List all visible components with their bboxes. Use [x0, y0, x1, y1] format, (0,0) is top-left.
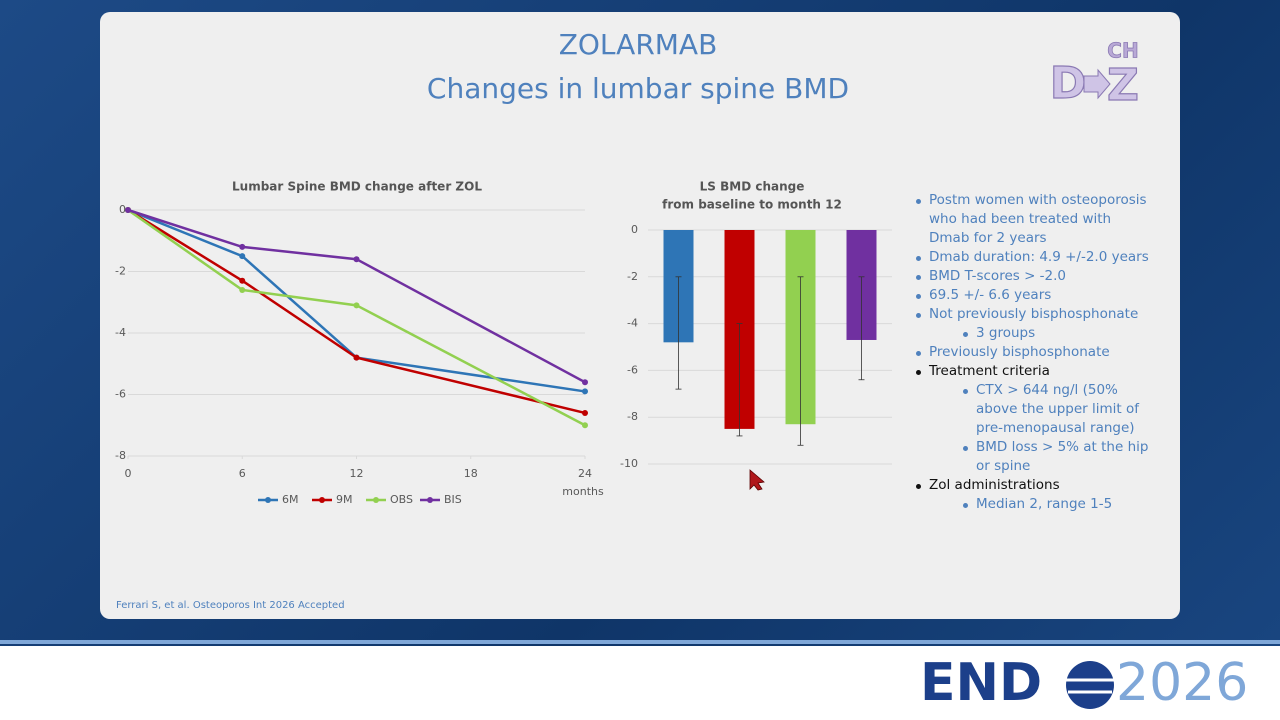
y-tick-label: -8: [627, 410, 638, 423]
bullet-item: Postm women with osteoporosis who had be…: [912, 191, 1153, 248]
x-tick-label: 18: [464, 467, 478, 480]
bullet-dot: [963, 332, 968, 337]
footer-globe-lines: [1066, 678, 1114, 694]
footer-brand: END: [920, 653, 1042, 713]
legend-label: BIS: [444, 493, 462, 506]
bullet-item: Median 2, range 1-5: [912, 495, 1156, 514]
bullet-item: BMD loss > 5% at the hip or spine: [912, 438, 1156, 476]
legend-marker: [319, 497, 325, 503]
y-tick-label: -2: [115, 265, 126, 278]
logo-text: Z: [1107, 60, 1139, 111]
bullet-dot: [916, 313, 921, 318]
bullet-item: CTX > 644 ng/l (50% above the upper limi…: [912, 381, 1156, 438]
stripe: [0, 640, 1280, 644]
bullet-text: CTX > 644 ng/l (50% above the upper limi…: [976, 382, 1139, 436]
x-tick-label: 6: [239, 467, 246, 480]
bullet-text: 3 groups: [976, 325, 1036, 341]
point: [582, 379, 588, 386]
bullet-dot: [963, 503, 968, 508]
bullet-dot: [916, 294, 921, 299]
series-line: [127, 208, 586, 384]
point: [125, 207, 131, 213]
logo-text: D: [1050, 58, 1087, 109]
series-line: [127, 208, 586, 427]
logo-text: CH: [1107, 39, 1138, 63]
legend-marker: [373, 497, 379, 503]
point: [239, 277, 246, 284]
bullet-text: Treatment criteria: [929, 363, 1050, 379]
y-tick-label: -4: [627, 317, 638, 330]
bullet-dot: [916, 275, 921, 280]
bullet-item: Previously bisphosphonate: [912, 343, 1153, 362]
citation: Ferrari S, et al. Osteoporos Int 2026 Ac…: [116, 600, 345, 611]
bullet-item: Dmab duration: 4.9 +/-2.0 years: [912, 248, 1153, 267]
x-tick-label: 0: [125, 467, 132, 480]
bullet-dot: [916, 370, 921, 375]
point: [239, 243, 246, 250]
bullet-item: Zol administrations: [912, 476, 1153, 495]
bullet-dot: [916, 484, 921, 489]
slide-title: ZOLARMAB: [559, 28, 718, 61]
bullet-item: Not previously bisphosphonate: [912, 305, 1153, 324]
bullet-text: Median 2, range 1-5: [976, 496, 1113, 512]
legend-label: 9M: [336, 493, 353, 506]
series-line: [127, 208, 586, 415]
y-tick-label: 0: [119, 203, 126, 216]
bullet-item: 69.5 +/- 6.6 years: [912, 286, 1153, 305]
point: [582, 409, 588, 416]
point: [582, 388, 588, 395]
x-tick-label: 24: [578, 467, 592, 480]
point: [353, 354, 360, 361]
bullet-dot: [963, 389, 968, 394]
legend-label: OBS: [390, 493, 413, 506]
x-axis-label: months: [562, 485, 604, 498]
bullet-dot: [963, 446, 968, 451]
series-line: [127, 208, 586, 393]
y-tick-label: -10: [620, 457, 638, 470]
y-tick-label: -4: [115, 326, 126, 339]
bullet-text: Postm women with osteoporosis who had be…: [929, 192, 1147, 246]
legend-marker: [427, 497, 433, 503]
bullet-list: Postm women with osteoporosis who had be…: [912, 191, 1162, 514]
point: [353, 302, 360, 309]
bullet-text: BMD loss > 5% at the hip or spine: [976, 439, 1149, 474]
y-tick-label: 0: [631, 223, 638, 236]
chart-title: LS BMD change: [700, 180, 805, 194]
bullet-text: Previously bisphosphonate: [929, 344, 1110, 360]
chart-title: Lumbar Spine BMD change after ZOL: [232, 180, 482, 194]
bullet-text: Not previously bisphosphonate: [929, 306, 1139, 322]
bullet-item: 3 groups: [912, 324, 1156, 343]
bullet-text: 69.5 +/- 6.6 years: [929, 287, 1052, 303]
bullet-item: BMD T-scores > -2.0: [912, 267, 1153, 286]
bullet-item: Treatment criteria: [912, 362, 1153, 381]
point: [239, 286, 246, 293]
legend-marker: [265, 497, 271, 503]
chart-title: from baseline to month 12: [662, 198, 842, 212]
slide-panel: [100, 12, 1180, 619]
x-tick-label: 12: [350, 467, 364, 480]
bullet-text: Zol administrations: [929, 477, 1060, 493]
cursor: [749, 469, 765, 491]
y-tick-label: -6: [627, 363, 638, 376]
bullet-text: BMD T-scores > -2.0: [929, 268, 1067, 284]
footer-globe: [1066, 661, 1114, 709]
point: [239, 253, 246, 260]
slide-subtitle: Changes in lumbar spine BMD: [427, 72, 849, 105]
point: [582, 422, 588, 429]
bullet-text: Dmab duration: 4.9 +/-2.0 years: [929, 249, 1149, 265]
y-tick-label: -8: [115, 449, 126, 462]
logo-arrow: [1083, 68, 1111, 100]
legend-label: 6M: [282, 493, 299, 506]
bullet-dot: [916, 351, 921, 356]
point: [353, 256, 360, 263]
bullet-dot: [916, 256, 921, 261]
y-tick-label: -6: [115, 388, 126, 401]
footer-year: 2026: [1116, 653, 1248, 713]
bullet-dot: [916, 199, 921, 204]
y-tick-label: -2: [627, 270, 638, 283]
